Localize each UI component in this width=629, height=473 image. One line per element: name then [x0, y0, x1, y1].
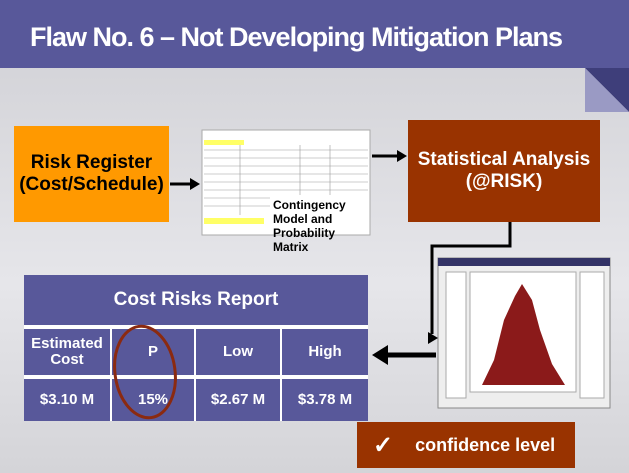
box-text: (@RISK)	[465, 171, 543, 192]
risk-chart-thumbnail	[437, 257, 611, 409]
caption-line: Model and	[273, 212, 333, 226]
caption-line: Probability	[273, 226, 336, 240]
arrow-head	[190, 150, 438, 365]
caption-line: Matrix	[273, 240, 309, 254]
header-cell: Low	[196, 329, 280, 375]
box-text: Risk Register	[30, 152, 153, 173]
corner-fold	[585, 68, 629, 112]
header-cell: High	[282, 329, 368, 375]
callout-text: confidence level	[415, 434, 556, 455]
table-title: Cost Risks Report	[24, 275, 368, 325]
report-table: Cost Risks Report Estimated Cost P Low High…	[24, 275, 368, 421]
data-cell: $2.67 M	[196, 379, 280, 421]
data-cell: $3.10 M	[24, 379, 110, 421]
header-cell: P	[112, 329, 194, 375]
connector	[170, 154, 512, 358]
box-text: (Cost/Schedule)	[19, 174, 164, 195]
box-text: Statistical Analysis	[417, 149, 591, 170]
caption-line: Contingency	[273, 198, 346, 212]
header-cell: Estimated Cost	[24, 329, 110, 375]
check-icon: ✓	[373, 431, 394, 459]
data-cell: $3.78 M	[282, 379, 368, 421]
model-caption: Contingency Model and Probability Matrix	[273, 198, 363, 254]
callout: ✓ confidence level	[357, 422, 575, 468]
data-cell: 15%	[112, 379, 194, 421]
spreadsheet-thumbnail	[201, 129, 371, 236]
risk-register-box: Risk Register (Cost/Schedule)	[14, 126, 169, 222]
analysis-box: Statistical Analysis (@RISK)	[408, 120, 600, 222]
slide-title: Flaw No. 6 – Not Developing Mitigation P…	[0, 0, 629, 68]
